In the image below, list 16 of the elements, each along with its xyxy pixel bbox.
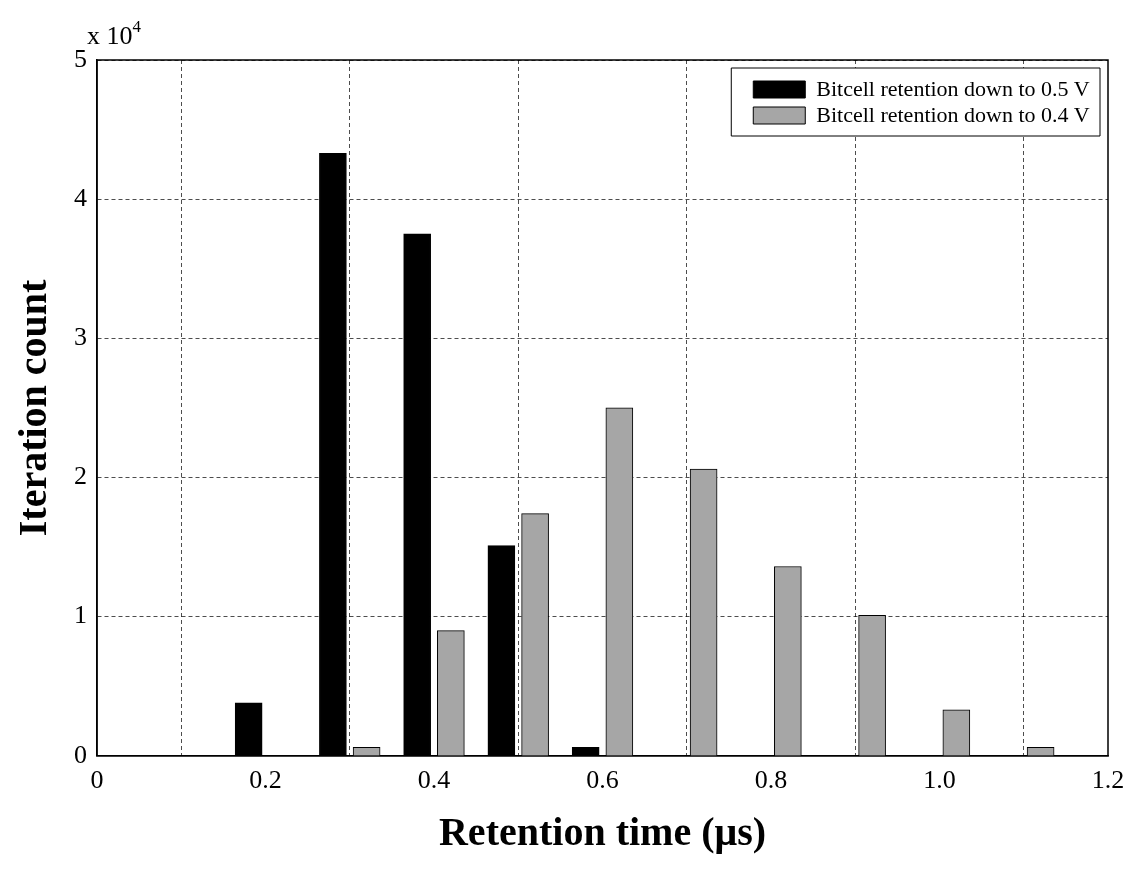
x-tick-label: 0.2 (249, 765, 282, 795)
legend-label: Bitcell retention down to 0.4 V (816, 101, 1090, 127)
x-tick-label: 0.8 (754, 765, 788, 795)
y-tick-label: 3 (74, 322, 87, 352)
x-tick-label: 1.0 (923, 765, 956, 795)
y-tick-label: 4 (74, 182, 87, 212)
x-axis-title: Retention time (μs) (438, 809, 767, 855)
y-axis-title: Iteration count (10, 278, 56, 537)
y-tick-label: 5 (74, 43, 87, 73)
legend-label: Bitcell retention down to 0.5 V (816, 75, 1090, 101)
y-tick-label: 2 (74, 461, 87, 491)
x-tick-label: 0.4 (417, 765, 451, 795)
y-tick-label: 0 (74, 739, 87, 769)
x-tick-label: 1.2 (1091, 765, 1125, 795)
x-tick-label: 0.6 (586, 765, 619, 795)
y-tick-label: 1 (74, 600, 87, 630)
